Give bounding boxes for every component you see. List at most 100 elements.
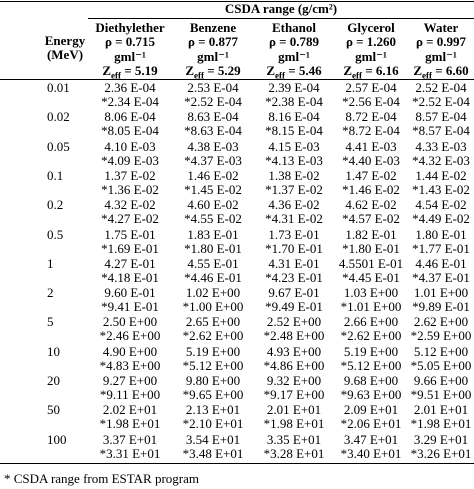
column-name: Water: [423, 20, 459, 35]
estar-value: *9.63 E+00: [340, 387, 402, 402]
column-name: Benzene: [189, 20, 237, 35]
column-density: ρ = 1.260: [345, 34, 397, 49]
computed-value: 2.65 E+00: [185, 314, 241, 330]
computed-value: 1.80 E-01: [415, 226, 467, 242]
estar-value: *8.05 E-04: [101, 123, 159, 139]
estar-value: *4.23 E-01: [265, 269, 323, 285]
estar-value: *1.37 E-02: [265, 181, 323, 197]
estar-value: *1.45 E-02: [184, 181, 242, 197]
computed-value: 2.52 E-04: [415, 80, 467, 95]
energy-cell: 10: [47, 343, 60, 359]
estar-value: *4.37 E-03: [184, 152, 242, 168]
computed-value: 4.31 E-01: [268, 255, 320, 271]
computed-value: 1.46 E-02: [187, 167, 239, 183]
energy-cell: 2: [47, 285, 54, 301]
estar-value: *2.56 E-04: [342, 94, 400, 109]
computed-value: 8.63 E-04: [187, 109, 239, 125]
estar-value: *8.57 E-04: [412, 123, 470, 139]
density-unit: gml⁻¹: [355, 49, 387, 64]
computed-value: 2.01 E+01: [266, 402, 322, 418]
estar-value: *1.98 E+01: [410, 416, 472, 432]
computed-value: 9.80 E+00: [185, 373, 241, 388]
computed-value: 4.54 E-02: [415, 197, 467, 213]
computed-value: 4.27 E-01: [104, 255, 156, 271]
estar-value: *2.46 E+00: [99, 328, 161, 344]
computed-value: 4.36 E-02: [268, 197, 320, 213]
column-name: Ethanol: [271, 20, 317, 35]
computed-value: 4.15 E-03: [268, 138, 320, 154]
estar-value: *1.70 E-01: [265, 240, 323, 256]
computed-value: 9.32 E+00: [266, 373, 322, 388]
estar-value: *2.34 E-04: [101, 94, 159, 109]
estar-value: *4.31 E-02: [265, 211, 323, 227]
energy-cell: 20: [47, 373, 60, 388]
energy-cell: 100: [47, 431, 67, 447]
estar-value: *1.00 E+00: [182, 299, 244, 315]
estar-value: *2.06 E+01: [340, 416, 402, 432]
estar-value: *9.65 E+00: [182, 387, 244, 402]
rule: [0, 463, 474, 464]
computed-value: 1.83 E-01: [187, 226, 239, 242]
zeff-value: = 5.19: [121, 63, 158, 78]
estar-value: *4.45 E-01: [342, 269, 400, 285]
estar-value: *2.62 E+00: [182, 328, 244, 344]
energy-cell: 0.2: [47, 197, 64, 213]
computed-value: 5.19 E+00: [343, 343, 399, 359]
computed-value: 4.5501 E-01: [338, 255, 404, 271]
estar-value: *1.43 E-02: [412, 181, 470, 197]
estar-value: *2.38 E-04: [265, 94, 323, 109]
estar-value: *2.59 E+00: [410, 328, 472, 344]
computed-value: 2.01 E+01: [413, 402, 469, 418]
estar-value: *1.80 E-01: [184, 240, 242, 256]
computed-value: 2.62 E+00: [413, 314, 469, 330]
computed-value: 1.37 E-02: [104, 167, 156, 183]
z-subscript: eff: [352, 70, 362, 81]
estar-value: *1.77 E-01: [412, 240, 470, 256]
computed-value: 3.54 E+01: [185, 431, 241, 447]
computed-value: 4.10 E-03: [104, 138, 156, 154]
estar-value: *2.52 E-04: [412, 94, 470, 109]
column-density: ρ = 0.877: [187, 34, 239, 49]
column-zeff: Zeff = 6.60: [408, 64, 474, 83]
computed-value: 4.62 E-02: [345, 197, 397, 213]
density-unit: gml⁻¹: [278, 49, 310, 64]
computed-value: 8.16 E-04: [268, 109, 320, 125]
z-symbol: Z: [102, 63, 111, 78]
estar-value: *9.41 E-01: [101, 299, 159, 315]
computed-value: 4.41 E-03: [345, 138, 397, 154]
computed-value: 4.93 E+00: [266, 343, 322, 359]
energy-cell: 1: [47, 255, 54, 271]
estar-value: *9.51 E+00: [410, 387, 472, 402]
computed-value: 9.66 E+00: [413, 373, 469, 388]
estar-value: *2.10 E+01: [182, 416, 244, 432]
estar-value: *5.05 E+00: [410, 357, 472, 373]
computed-value: 4.46 E-01: [415, 255, 467, 271]
computed-value: 2.53 E-04: [187, 80, 239, 95]
estar-value: *4.49 E-02: [412, 211, 470, 227]
computed-value: 2.39 E-04: [268, 80, 320, 95]
estar-value: *8.72 E-04: [342, 123, 400, 139]
energy-cell: 0.1: [47, 167, 64, 183]
estar-value: *4.32 E-03: [412, 152, 470, 168]
computed-value: 5.19 E+00: [185, 343, 241, 359]
computed-value: 8.06 E-04: [104, 109, 156, 125]
estar-value: *1.01 E+00: [340, 299, 402, 315]
computed-value: 2.36 E-04: [104, 80, 156, 95]
estar-value: *4.46 E-01: [184, 269, 242, 285]
estar-value: *2.48 E+00: [263, 328, 325, 344]
density-unit: gml⁻¹: [114, 49, 146, 64]
computed-value: 3.47 E+01: [343, 431, 399, 447]
computed-value: 1.73 E-01: [268, 226, 320, 242]
computed-value: 9.67 E-01: [268, 285, 320, 301]
estar-value: *1.98 E+01: [99, 416, 161, 432]
zeff-value: = 5.46: [285, 63, 322, 78]
energy-cell: 0.02: [47, 109, 70, 125]
energy-cell: 0.05: [47, 138, 70, 154]
estar-value: *9.11 E+00: [99, 387, 161, 402]
computed-value: 2.57 E-04: [345, 80, 397, 95]
computed-value: 1.44 E-02: [415, 167, 467, 183]
column-name: Glycerol: [347, 20, 395, 35]
estar-value: *9.49 E-01: [265, 299, 323, 315]
computed-value: 3.29 E+01: [413, 431, 469, 447]
